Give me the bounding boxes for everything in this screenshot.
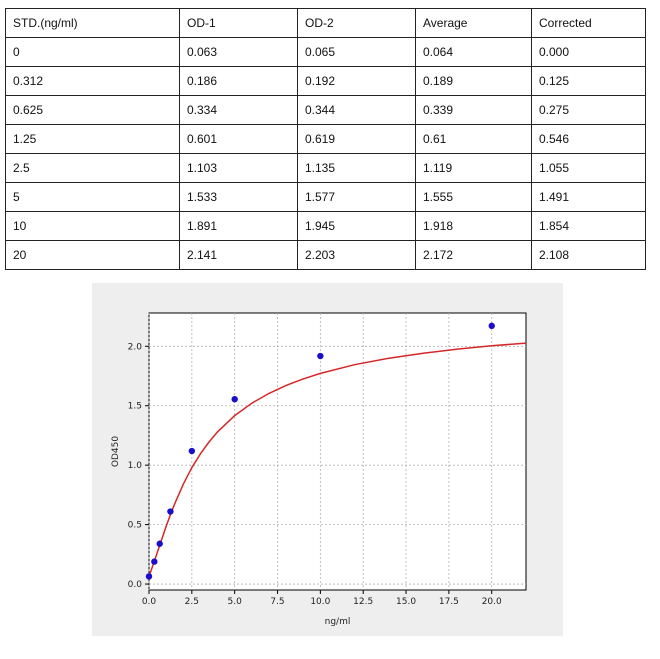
x-tick-label: 12.5 xyxy=(353,597,373,607)
table-cell: 2.203 xyxy=(297,240,416,270)
table-cell: 20 xyxy=(5,240,180,270)
header-corrected: Corrected xyxy=(531,8,646,38)
axis-ticks: 0.0 2.5 5.0 7.5 10.0 12.5 15.0 17.5 20.0 0.0 0.5 1.… xyxy=(128,342,502,607)
table-cell: 0.312 xyxy=(5,66,180,96)
header-std: STD.(ng/ml) xyxy=(5,8,180,38)
header-od1: OD-1 xyxy=(179,8,298,38)
standard-curve-table: STD.(ng/ml) OD-1 OD-2 Average Corrected … xyxy=(5,8,646,270)
table-cell: 0.189 xyxy=(415,66,532,96)
x-tick-label: 15.0 xyxy=(396,597,416,607)
table-cell: 0.186 xyxy=(179,66,298,96)
data-point xyxy=(488,322,495,330)
table-row: 10 1.891 1.945 1.918 1.854 xyxy=(5,211,646,241)
data-point xyxy=(145,573,153,580)
y-tick-label: 1.5 xyxy=(128,402,142,412)
header-average: Average xyxy=(415,8,532,38)
x-tick-label: 0.0 xyxy=(142,597,157,607)
x-tick-label: 17.5 xyxy=(439,597,459,607)
data-point xyxy=(151,558,158,565)
table-cell: 0.192 xyxy=(297,66,416,96)
data-point xyxy=(188,447,196,455)
table-row: 0.312 0.186 0.192 0.189 0.125 xyxy=(5,66,646,96)
standard-curve-chart: 0.0 2.5 5.0 7.5 10.0 12.5 15.0 17.5 20.0 0.0 0.5 1.… xyxy=(92,283,563,636)
table-cell: 0.619 xyxy=(297,124,416,154)
table-cell: 2.108 xyxy=(531,240,646,270)
table-row: 1.25 0.601 0.619 0.61 0.546 xyxy=(5,124,646,154)
table-cell: 0.625 xyxy=(5,95,180,125)
table-row: 0.625 0.334 0.344 0.339 0.275 xyxy=(5,95,646,125)
x-tick-label: 10.0 xyxy=(310,597,330,607)
table-cell: 1.119 xyxy=(415,153,532,183)
table-row: 20 2.141 2.203 2.172 2.108 xyxy=(5,240,646,270)
table-cell: 0.063 xyxy=(179,37,298,67)
grid-lines xyxy=(148,313,526,590)
table-row: 0 0.063 0.065 0.064 0.000 xyxy=(5,37,646,67)
x-tick-label: 2.5 xyxy=(185,597,199,607)
data-point xyxy=(231,395,238,403)
table-row: 5 1.533 1.577 1.555 1.491 xyxy=(5,182,646,212)
fit-curve xyxy=(148,342,527,577)
table-cell: 0.61 xyxy=(415,124,532,154)
fit-curve-group xyxy=(148,342,527,577)
y-tick-label: 0.5 xyxy=(128,521,142,531)
x-tick-label: 5.0 xyxy=(228,597,243,607)
plot-area xyxy=(148,312,527,591)
table-cell: 1.891 xyxy=(179,211,298,241)
x-tick-label: 20.0 xyxy=(482,597,502,607)
table-cell: 0.601 xyxy=(179,124,298,154)
table-cell: 1.854 xyxy=(531,211,646,241)
table-cell: 1.945 xyxy=(297,211,416,241)
table-cell: 2.141 xyxy=(179,240,298,270)
x-tick-label: 7.5 xyxy=(270,597,284,607)
table-cell: 5 xyxy=(5,182,180,212)
table-cell: 10 xyxy=(5,211,180,241)
table-cell: 2.5 xyxy=(5,153,180,183)
table-cell: 0.339 xyxy=(415,95,532,125)
y-tick-label: 1.0 xyxy=(128,461,143,471)
table-header-row: STD.(ng/ml) OD-1 OD-2 Average Corrected xyxy=(5,8,646,38)
table-cell: 1.491 xyxy=(531,182,646,212)
data-point xyxy=(167,508,174,515)
table-cell: 1.135 xyxy=(297,153,416,183)
table-cell: 0 xyxy=(5,37,180,67)
table-cell: 0.000 xyxy=(531,37,646,67)
data-point xyxy=(156,540,163,547)
data-points-group xyxy=(145,322,495,580)
y-tick-label: 0.0 xyxy=(128,580,143,590)
table-cell: 0.064 xyxy=(415,37,532,67)
table-cell: 2.172 xyxy=(415,240,532,270)
y-tick-label: 2.0 xyxy=(128,342,143,352)
table-cell: 0.344 xyxy=(297,95,416,125)
y-axis-label: OD450 xyxy=(111,436,121,467)
table-row: 2.5 1.103 1.135 1.119 1.055 xyxy=(5,153,646,183)
table-cell: 1.555 xyxy=(415,182,532,212)
table-cell: 0.125 xyxy=(531,66,646,96)
table-cell: 1.533 xyxy=(179,182,298,212)
table-cell: 1.055 xyxy=(531,153,646,183)
table-cell: 1.918 xyxy=(415,211,532,241)
table-cell: 1.25 xyxy=(5,124,180,154)
table-cell: 0.334 xyxy=(179,95,298,125)
table-cell: 0.275 xyxy=(531,95,646,125)
table-cell: 1.103 xyxy=(179,153,298,183)
table-cell: 1.577 xyxy=(297,182,416,212)
table-cell: 0.065 xyxy=(297,37,416,67)
table-cell: 0.546 xyxy=(531,124,646,154)
chart-svg: 0.0 2.5 5.0 7.5 10.0 12.5 15.0 17.5 20.0 0.0 0.5 1.… xyxy=(111,312,527,627)
header-od2: OD-2 xyxy=(297,8,416,38)
data-point xyxy=(317,352,324,360)
x-axis-label: ng/ml xyxy=(325,617,351,627)
